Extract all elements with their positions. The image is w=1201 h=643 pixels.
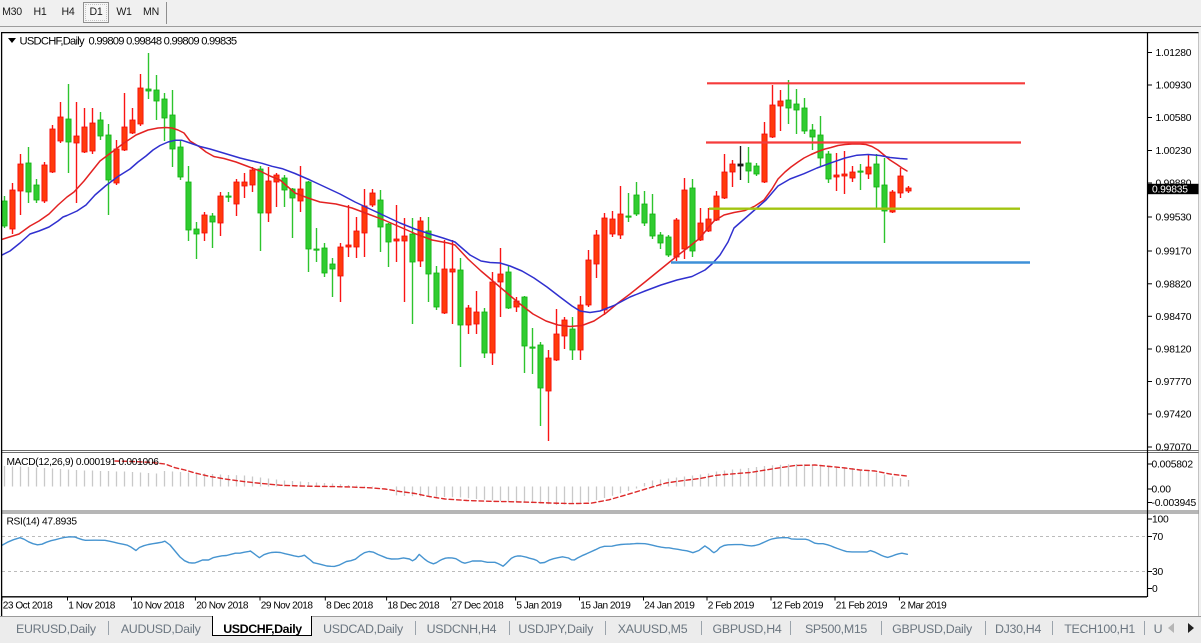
svg-text:USDCHF,Daily 0.99809 0.99848: USDCHF,Daily 0.99809 0.99848 0.99809 0.9… [20, 36, 237, 48]
svg-text:24 Jan 2019: 24 Jan 2019 [644, 601, 695, 612]
svg-text:21 Feb 2019: 21 Feb 2019 [836, 601, 888, 612]
svg-text:1.00580: 1.00580 [1156, 113, 1192, 124]
svg-text:5 Jan 2019: 5 Jan 2019 [516, 601, 562, 612]
svg-text:2 Mar 2019: 2 Mar 2019 [900, 601, 947, 612]
svg-text:0.97770: 0.97770 [1156, 377, 1192, 388]
svg-text:18 Dec 2018: 18 Dec 2018 [387, 601, 440, 612]
svg-text:1.00230: 1.00230 [1156, 146, 1192, 157]
svg-text:20 Nov 2018: 20 Nov 2018 [196, 601, 249, 612]
svg-text:23 Oct 2018: 23 Oct 2018 [3, 601, 53, 612]
svg-text:2 Feb 2019: 2 Feb 2019 [708, 601, 755, 612]
svg-text:1 Nov 2018: 1 Nov 2018 [68, 601, 116, 612]
svg-text:8 Dec 2018: 8 Dec 2018 [326, 601, 374, 612]
svg-text:70: 70 [1152, 532, 1164, 543]
svg-text:MACD(12,26,9) 0.000191 0.00100: MACD(12,26,9) 0.000191 0.001006 [7, 457, 160, 468]
svg-text:0.99170: 0.99170 [1156, 247, 1192, 258]
svg-text:0.005802: 0.005802 [1152, 460, 1194, 471]
svg-text:0: 0 [1152, 584, 1158, 595]
svg-text:1.01280: 1.01280 [1156, 48, 1192, 59]
svg-text:0.99835: 0.99835 [1152, 184, 1188, 195]
svg-text:-0.003945: -0.003945 [1152, 498, 1197, 509]
svg-text:0.98120: 0.98120 [1156, 345, 1192, 356]
svg-text:0.00: 0.00 [1152, 485, 1172, 496]
svg-text:30: 30 [1152, 567, 1164, 578]
svg-text:15 Jan 2019: 15 Jan 2019 [580, 601, 631, 612]
svg-text:0.98470: 0.98470 [1156, 312, 1192, 323]
svg-text:1.00930: 1.00930 [1156, 81, 1192, 92]
svg-text:29 Nov 2018: 29 Nov 2018 [261, 601, 314, 612]
svg-text:100: 100 [1152, 515, 1169, 526]
svg-text:27 Dec 2018: 27 Dec 2018 [452, 601, 505, 612]
svg-text:0.98820: 0.98820 [1156, 279, 1192, 290]
svg-text:0.97070: 0.97070 [1156, 443, 1192, 454]
svg-text:0.97420: 0.97420 [1156, 410, 1192, 421]
svg-text:12 Feb 2019: 12 Feb 2019 [772, 601, 824, 612]
svg-text:0.99530: 0.99530 [1156, 213, 1192, 224]
svg-text:RSI(14) 47.8935: RSI(14) 47.8935 [7, 517, 78, 528]
svg-text:10 Nov 2018: 10 Nov 2018 [132, 601, 185, 612]
